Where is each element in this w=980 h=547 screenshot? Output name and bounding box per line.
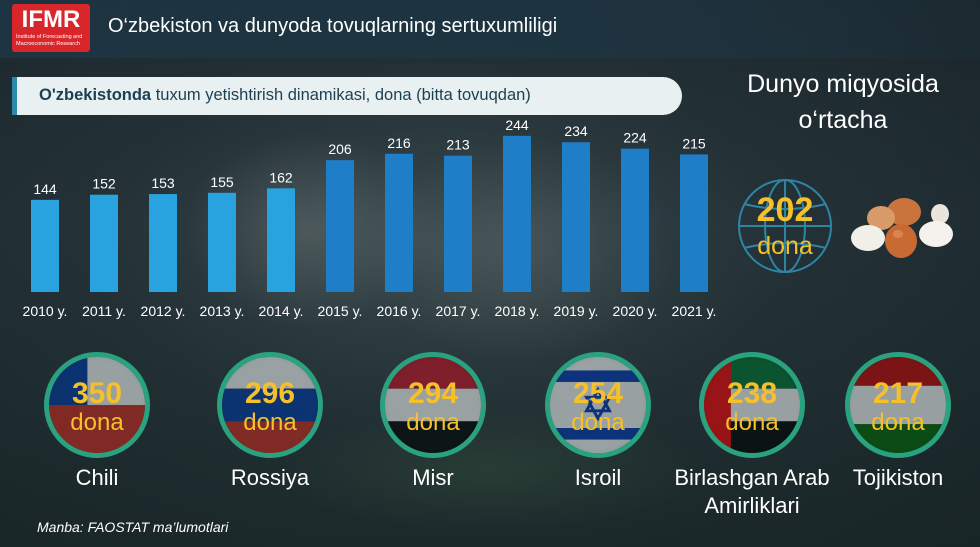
world-average-value: 202	[756, 191, 814, 229]
country-circle	[699, 352, 805, 458]
world-title-line2: o‘rtacha	[798, 106, 888, 134]
country-value: 294	[407, 377, 459, 410]
bar-value-label: 162	[269, 169, 293, 185]
country-circle	[845, 352, 951, 458]
x-tick-label: 2014 y.	[259, 303, 304, 319]
globe-icon	[738, 179, 832, 273]
russia-flag-icon	[222, 357, 318, 453]
tajikistan-flag-icon	[850, 357, 946, 453]
country-circle	[380, 352, 486, 458]
bar	[90, 194, 118, 292]
country-name: Chili	[75, 465, 119, 490]
country-circle	[44, 352, 150, 458]
world-title-line1: Dunyo miqyosida	[747, 70, 939, 98]
country-unit: dona	[243, 409, 297, 436]
bar-value-label: 216	[387, 135, 411, 151]
header-band	[0, 0, 980, 58]
bar	[31, 199, 59, 292]
country-value: 350	[71, 377, 123, 410]
bar	[149, 194, 177, 292]
chart-title-pill: O'zbekistonda tuxum yetishtirish dinamik…	[12, 77, 682, 115]
bar	[680, 154, 708, 292]
country-card: 254 dona Isroil	[518, 350, 678, 520]
bar-value-label: 224	[623, 130, 647, 146]
chart-title: O'zbekistonda tuxum yetishtirish dinamik…	[39, 86, 531, 105]
bar-value-label: 213	[446, 137, 470, 153]
x-tick-label: 2019 y.	[554, 303, 599, 319]
country-unit: dona	[871, 409, 925, 436]
chart-title-bold: O'zbekistonda	[39, 86, 152, 104]
country-list: 350 dona Chili 296 dona Rossiya 294 dona Misr 254…	[0, 350, 980, 520]
country-value: 238	[726, 377, 778, 410]
x-tick-label: 2010 y.	[23, 303, 68, 319]
country-name: Rossiya	[230, 465, 310, 490]
x-tick-label: 2021 y.	[672, 303, 717, 319]
bar-value-label: 215	[682, 135, 706, 151]
bar	[326, 160, 354, 292]
bar-value-label: 244	[505, 120, 529, 133]
bar	[621, 148, 649, 292]
country-unit: dona	[406, 409, 460, 436]
bar	[208, 192, 236, 292]
country-card: 296 dona Rossiya	[190, 350, 350, 520]
chart-title-rest: tuxum yetishtirish dinamikasi, dona (bit…	[151, 86, 531, 104]
country-name: Birlashgan Arab Amirliklari	[674, 465, 830, 518]
world-average-unit: dona	[757, 232, 813, 260]
eggs-icon	[851, 198, 953, 258]
chile-flag-icon	[49, 357, 145, 453]
bar-value-label: 234	[564, 123, 588, 139]
country-value: 296	[244, 377, 296, 410]
source-note: Manba: FAOSTAT ma’lumotlari	[37, 519, 229, 535]
logo-text: IFMR	[21, 6, 81, 33]
bar	[444, 155, 472, 292]
bar	[503, 135, 531, 292]
country-value: 217	[872, 377, 924, 410]
world-average-title: Dunyo miqyosida o‘rtacha	[728, 66, 958, 138]
uae-flag-icon	[704, 357, 800, 453]
country-card: 294 dona Misr	[353, 350, 513, 520]
x-tick-label: 2015 y.	[318, 303, 363, 319]
page-title: O‘zbekiston va dunyoda tovuqlarning sert…	[108, 15, 558, 37]
israel-flag-icon	[550, 357, 646, 453]
country-unit: dona	[571, 409, 625, 436]
country-circle	[545, 352, 651, 458]
country-card: 238 dona Birlashgan Arab Amirliklari	[672, 350, 832, 520]
bar-value-label: 152	[92, 176, 116, 192]
country-circle	[217, 352, 323, 458]
country-card: 217 dona Tojikiston	[818, 350, 978, 520]
bar-chart: 144 2010 y. 152 2011 y. 153 2012 y. 155 2013 y.…	[23, 120, 717, 319]
x-tick-label: 2020 y.	[613, 303, 658, 319]
bar-value-label: 153	[151, 175, 175, 191]
bar-value-label: 206	[328, 141, 352, 157]
bar-value-label: 155	[210, 174, 234, 190]
x-tick-label: 2013 y.	[200, 303, 245, 319]
x-tick-label: 2012 y.	[141, 303, 186, 319]
bar-value-label: 144	[33, 181, 57, 197]
ifmr-logo: IFMR Institute of Forecasting and Macroe…	[12, 4, 90, 52]
x-tick-label: 2011 y.	[82, 303, 126, 319]
country-name: Isroil	[574, 465, 622, 490]
egypt-flag-icon	[385, 357, 481, 453]
country-unit: dona	[70, 409, 124, 436]
x-tick-label: 2017 y.	[436, 303, 481, 319]
bar	[267, 188, 295, 292]
country-name: Tojikiston	[852, 465, 944, 490]
country-name: Misr	[412, 465, 454, 490]
bar	[562, 142, 590, 292]
country-value: 254	[572, 377, 624, 410]
x-tick-label: 2018 y.	[495, 303, 540, 319]
country-unit: dona	[725, 409, 779, 436]
x-tick-label: 2016 y.	[377, 303, 422, 319]
country-card: 350 dona Chili	[17, 350, 177, 520]
logo-subtitle: Institute of Forecasting and Macroeconom…	[16, 34, 83, 47]
bar	[385, 153, 413, 292]
